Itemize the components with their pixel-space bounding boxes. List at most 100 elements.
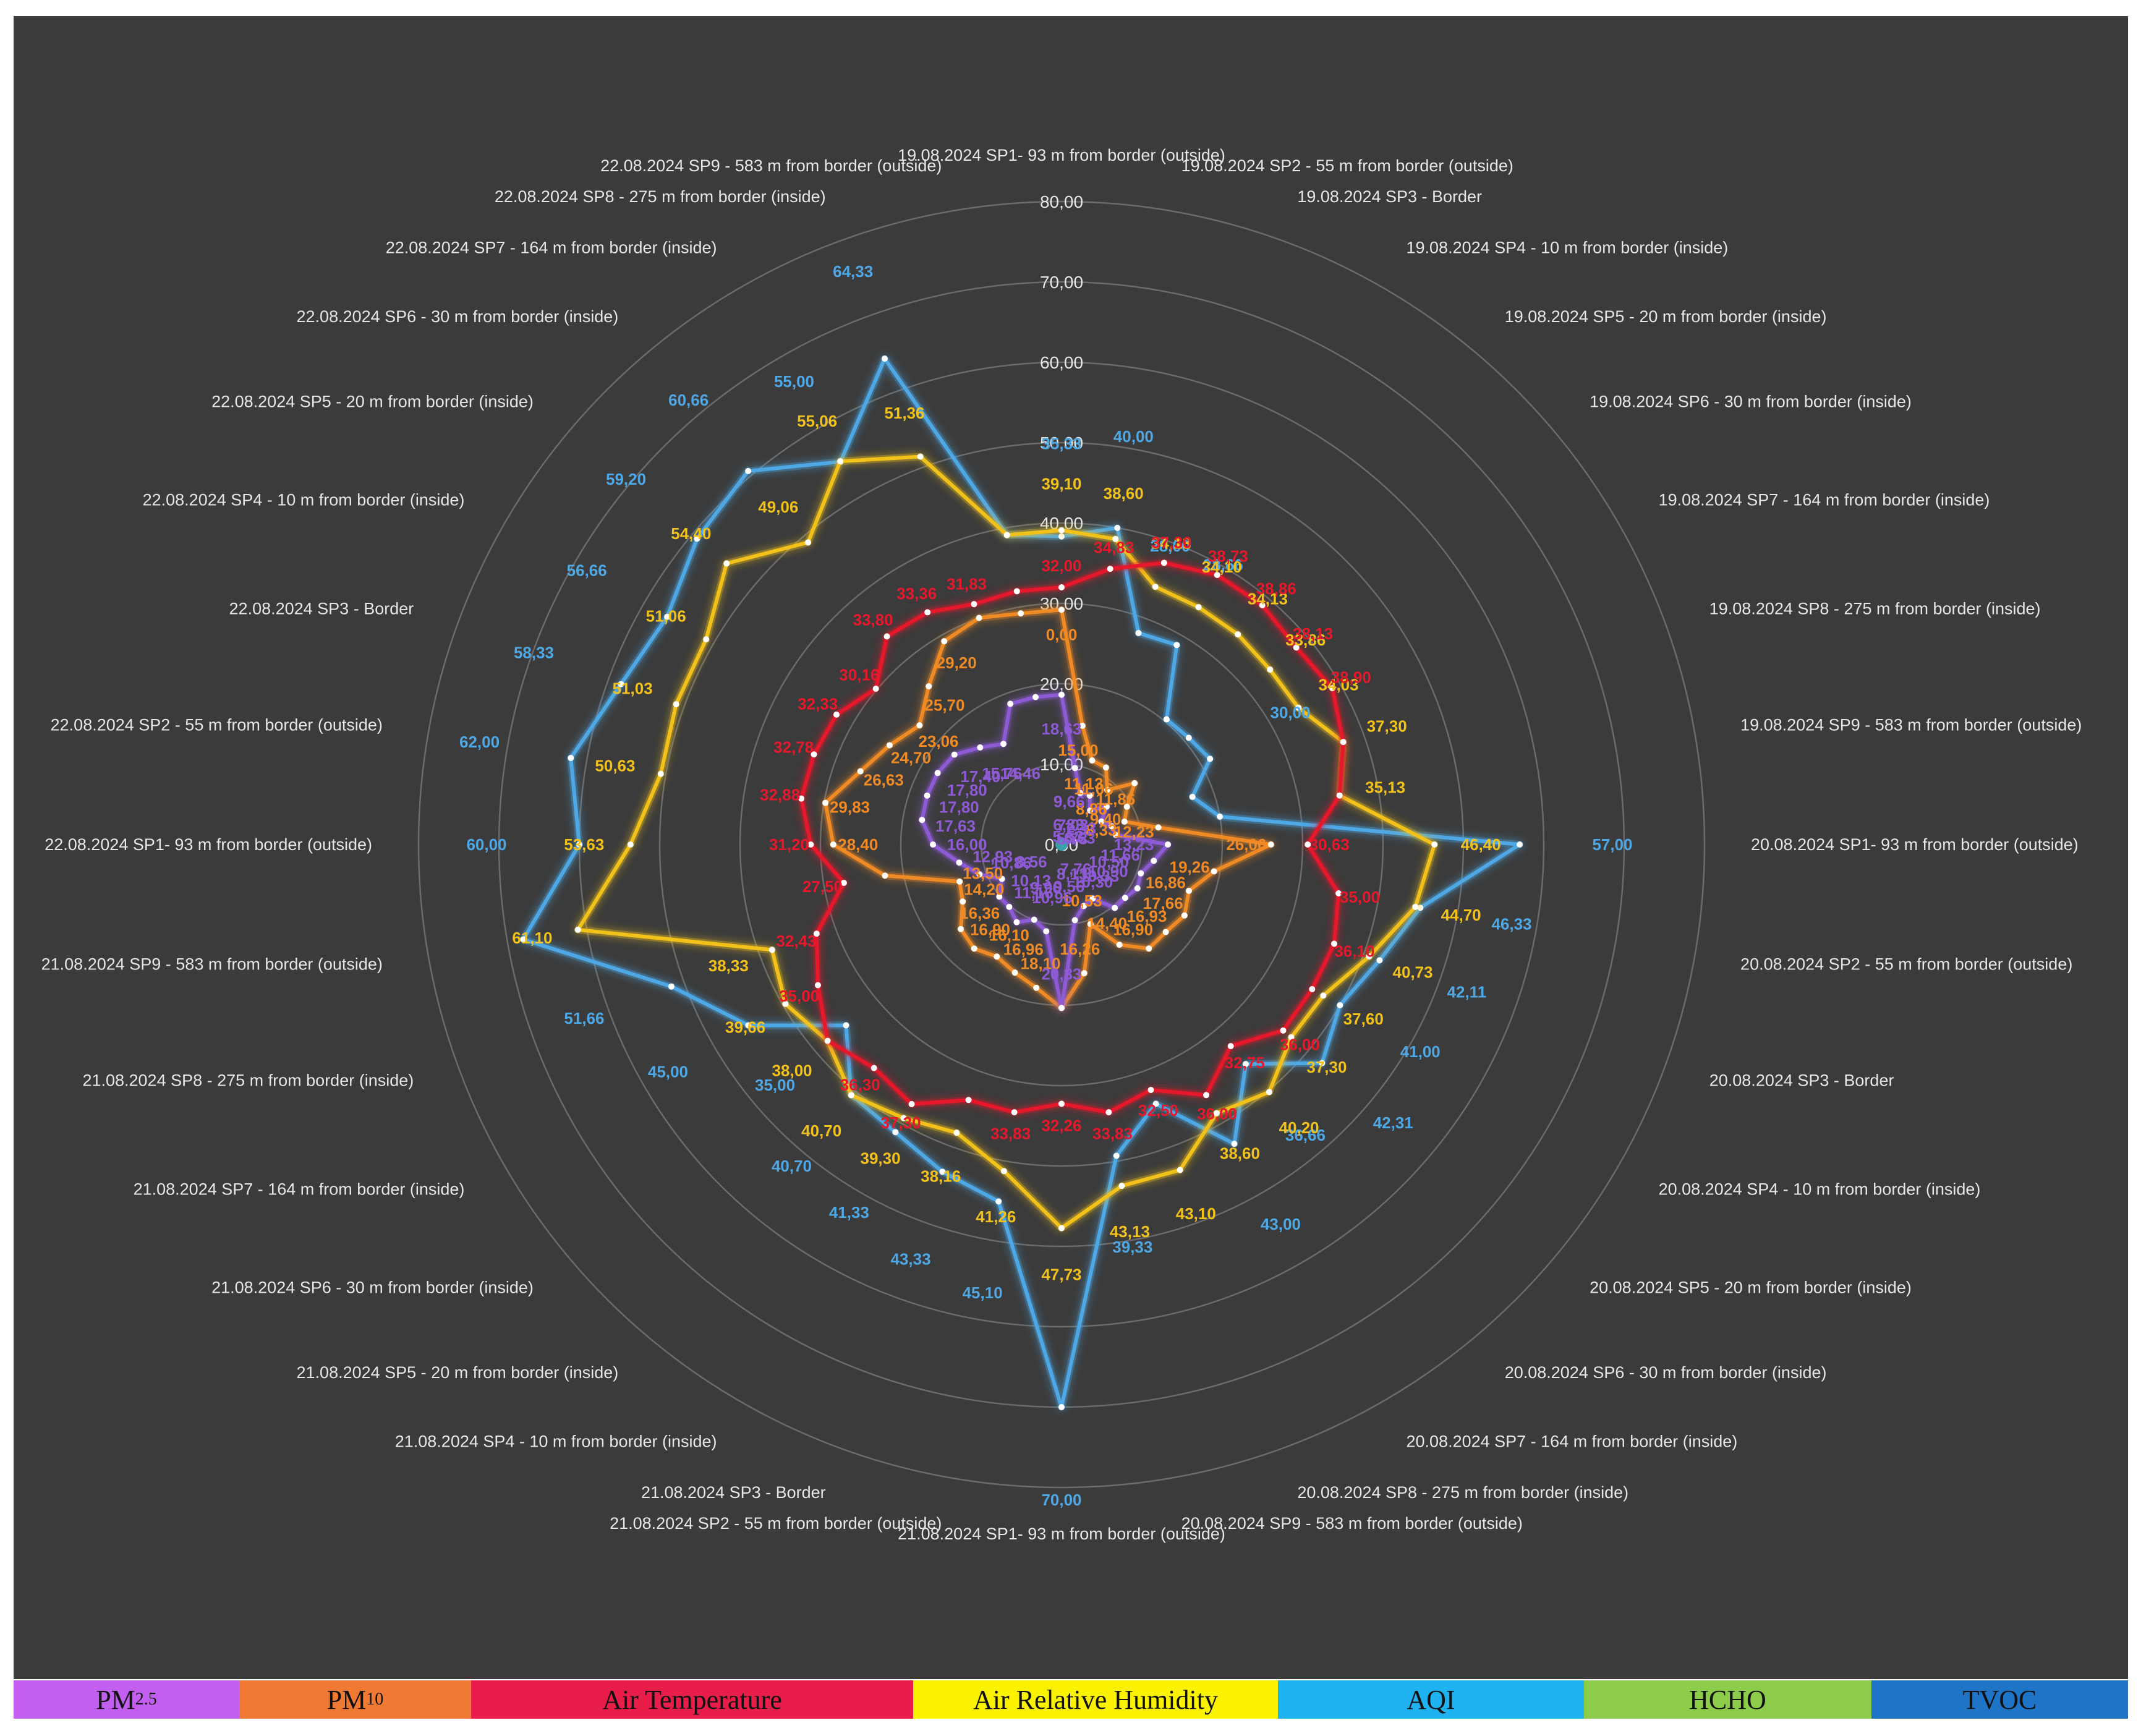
- series-aqi: [519, 355, 1523, 1411]
- data-label: 17,63: [935, 817, 976, 835]
- data-point: [1121, 818, 1128, 825]
- data-label: 7,33: [1065, 819, 1097, 838]
- data-point: [618, 681, 624, 687]
- data-label: 38,90: [1331, 668, 1371, 687]
- data-point: [892, 1129, 899, 1136]
- data-point: [745, 1022, 752, 1029]
- data-point: [1032, 694, 1039, 700]
- grid-ring: [417, 200, 1706, 1489]
- data-point: [1336, 792, 1343, 799]
- data-label: 27,50: [802, 877, 843, 896]
- data-label: 13,23: [1113, 835, 1154, 854]
- data-label: 34,10: [1202, 558, 1242, 576]
- data-point: [1295, 704, 1302, 711]
- radar-chart: 0,0010,0020,0030,0040,0050,0060,0070,008…: [41, 146, 2082, 1543]
- data-point: [1102, 764, 1109, 771]
- data-label: 36,00: [1197, 1105, 1237, 1123]
- data-point: [1330, 940, 1337, 947]
- data-point: [1173, 642, 1180, 649]
- r-tick-label: 50,00: [1040, 433, 1083, 453]
- data-point: [1337, 1002, 1343, 1008]
- data-point: [1071, 917, 1078, 924]
- data-point: [934, 770, 941, 777]
- data-point: [996, 893, 1003, 900]
- data-point: [951, 751, 958, 758]
- data-label: 29,20: [937, 653, 977, 672]
- data-point: [1366, 953, 1373, 960]
- data-point: [971, 945, 977, 952]
- legend-item-air-temperature: Air Temperature: [471, 1680, 913, 1719]
- data-point: [1211, 868, 1217, 875]
- data-point: [998, 875, 1005, 882]
- category-labels: 19.08.2024 SP1- 93 m from border (outsid…: [41, 146, 2082, 1543]
- data-label: 32,43: [776, 932, 816, 950]
- data-point: [814, 982, 821, 989]
- data-label: 15,76: [982, 764, 1022, 783]
- radar-grid: [417, 200, 1706, 1489]
- data-point: [886, 742, 893, 749]
- data-label: 10,96: [1032, 888, 1072, 907]
- data-point: [1033, 984, 1040, 991]
- data-point: [1000, 1168, 1007, 1175]
- data-label: 35,00: [1340, 888, 1380, 906]
- data-label: 16,93: [1126, 907, 1167, 925]
- series-air-temperature: [798, 559, 1347, 1117]
- legend-item-pm10: PM 10: [239, 1680, 471, 1719]
- category-label: 22.08.2024 SP1- 93 m from border (outsid…: [45, 835, 372, 854]
- data-label: 41,00: [1400, 1042, 1441, 1061]
- data-point: [1113, 1152, 1120, 1159]
- data-label: 9,96: [1030, 879, 1062, 897]
- data-point: [657, 770, 664, 777]
- data-label: 20,33: [1041, 964, 1081, 983]
- data-label: 37,30: [1367, 717, 1407, 736]
- category-label: 22.08.2024 SP2 - 55 m from border (outsi…: [51, 715, 383, 734]
- data-label: 34,03: [1319, 675, 1359, 694]
- data-label: 14,46: [1000, 764, 1041, 783]
- data-point: [958, 925, 964, 932]
- category-label: 19.08.2024 SP6 - 30 m from border (insid…: [1590, 392, 1912, 411]
- data-label: 16,26: [1060, 940, 1100, 958]
- category-label: 22.08.2024 SP7 - 164 m from border (insi…: [386, 238, 717, 257]
- data-label: 43,10: [1176, 1204, 1216, 1223]
- data-point: [908, 1100, 915, 1107]
- data-label: 51,06: [646, 607, 686, 626]
- data-label: 61,10: [512, 929, 552, 947]
- data-label: 11,16: [1014, 883, 1053, 902]
- data-point: [1058, 1005, 1065, 1011]
- data-label: 64,33: [833, 262, 873, 281]
- legend-label: PM: [96, 1684, 135, 1715]
- data-point: [1058, 1100, 1065, 1107]
- data-point: [664, 613, 671, 620]
- data-point: [939, 1168, 946, 1175]
- data-point: [822, 799, 829, 806]
- data-label: 23,06: [918, 732, 958, 751]
- data-label: 35,33: [1041, 435, 1081, 453]
- data-point: [1134, 885, 1141, 891]
- data-label: 38,16: [921, 1167, 961, 1186]
- data-point: [1104, 786, 1111, 793]
- data-point: [574, 926, 581, 933]
- data-point: [1123, 803, 1130, 810]
- data-point: [1007, 700, 1014, 707]
- data-label: 16,86: [1146, 873, 1186, 891]
- data-label: 36,66: [1285, 1126, 1326, 1144]
- data-label: 38,73: [1208, 547, 1248, 566]
- category-label: 22.08.2024 SP9 - 583 m from border (outs…: [600, 156, 942, 175]
- data-label: 34,13: [1151, 534, 1191, 553]
- data-label: 9,40: [1090, 810, 1122, 828]
- grid-ring: [819, 602, 1304, 1087]
- category-label: 22.08.2024 SP4 - 10 m from border (insid…: [143, 491, 465, 509]
- category-label: 20.08.2024 SP1- 93 m from border (outsid…: [1751, 835, 2079, 854]
- data-label: 32,26: [1041, 1116, 1081, 1134]
- legend-subscript: 10: [366, 1690, 384, 1709]
- data-label: 14,40: [1087, 914, 1127, 932]
- data-point: [882, 872, 888, 879]
- data-label: 55,00: [774, 372, 814, 391]
- center-dot: [1055, 838, 1068, 851]
- data-point: [1112, 832, 1119, 838]
- data-label: 34,83: [1094, 538, 1134, 557]
- data-point: [1000, 741, 1007, 747]
- data-point: [1112, 535, 1119, 542]
- data-label: 36,10: [1334, 942, 1374, 960]
- data-point: [976, 871, 983, 878]
